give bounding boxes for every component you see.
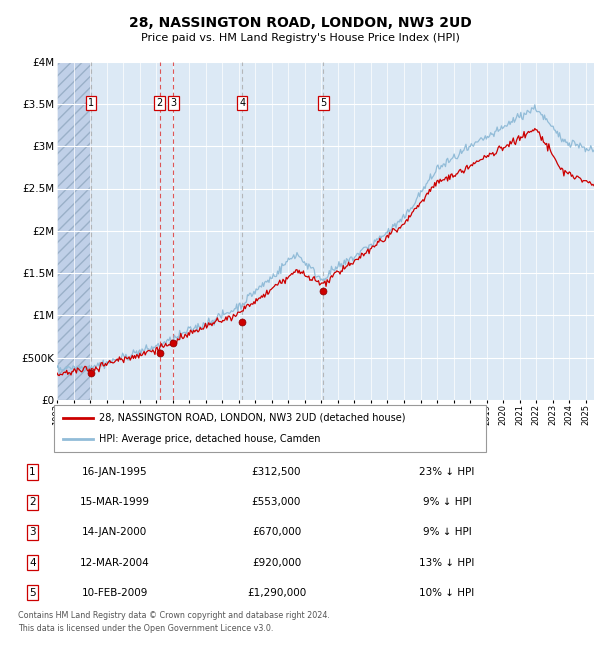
Text: 2: 2 (29, 497, 36, 507)
Text: 4: 4 (29, 558, 36, 567)
Text: 9% ↓ HPI: 9% ↓ HPI (422, 527, 472, 538)
Text: 10% ↓ HPI: 10% ↓ HPI (419, 588, 475, 597)
Text: 5: 5 (320, 98, 326, 109)
Text: HPI: Average price, detached house, Camden: HPI: Average price, detached house, Camd… (100, 434, 321, 444)
Text: Contains HM Land Registry data © Crown copyright and database right 2024.
This d: Contains HM Land Registry data © Crown c… (18, 611, 330, 633)
Text: 13% ↓ HPI: 13% ↓ HPI (419, 558, 475, 567)
Text: £920,000: £920,000 (252, 558, 301, 567)
Text: 2: 2 (157, 98, 163, 109)
Text: 3: 3 (29, 527, 36, 538)
Bar (57, 62, 91, 400)
Text: 23% ↓ HPI: 23% ↓ HPI (419, 467, 475, 477)
Text: 12-MAR-2004: 12-MAR-2004 (80, 558, 149, 567)
FancyBboxPatch shape (54, 405, 486, 452)
Text: £553,000: £553,000 (252, 497, 301, 507)
Text: 4: 4 (239, 98, 245, 109)
Text: 10-FEB-2009: 10-FEB-2009 (82, 588, 148, 597)
Text: 15-MAR-1999: 15-MAR-1999 (80, 497, 150, 507)
Text: 9% ↓ HPI: 9% ↓ HPI (422, 497, 472, 507)
Text: £670,000: £670,000 (252, 527, 301, 538)
Text: Price paid vs. HM Land Registry's House Price Index (HPI): Price paid vs. HM Land Registry's House … (140, 32, 460, 43)
Text: £312,500: £312,500 (252, 467, 301, 477)
Bar (57, 62, 91, 400)
Text: 28, NASSINGTON ROAD, LONDON, NW3 2UD: 28, NASSINGTON ROAD, LONDON, NW3 2UD (128, 16, 472, 30)
Text: 1: 1 (29, 467, 36, 477)
Text: 14-JAN-2000: 14-JAN-2000 (82, 527, 148, 538)
Text: 28, NASSINGTON ROAD, LONDON, NW3 2UD (detached house): 28, NASSINGTON ROAD, LONDON, NW3 2UD (de… (100, 413, 406, 422)
Text: £1,290,000: £1,290,000 (247, 588, 306, 597)
Text: 1: 1 (88, 98, 94, 109)
Text: 16-JAN-1995: 16-JAN-1995 (82, 467, 148, 477)
Text: 3: 3 (170, 98, 176, 109)
Text: 5: 5 (29, 588, 36, 597)
